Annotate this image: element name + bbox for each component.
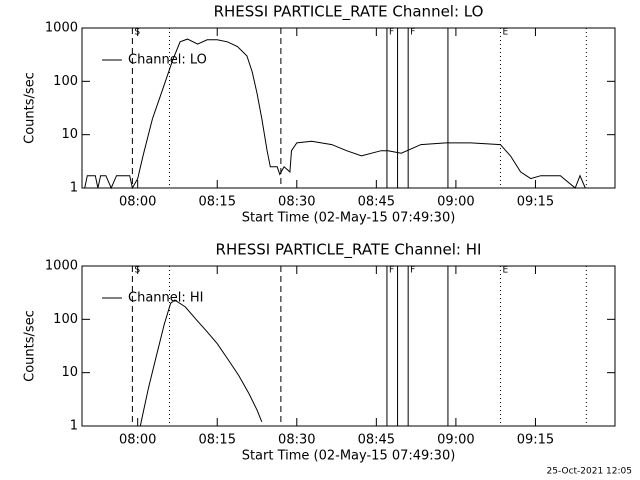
x-axis-label: Start Time (02-May-15 07:49:30): [242, 449, 456, 464]
y-tick-label: 1000: [45, 259, 78, 274]
x-tick-label: 08:00: [119, 433, 156, 448]
y-tick-label: 100: [53, 74, 78, 89]
legend-label: Channel: LO: [128, 53, 207, 68]
y-axis-label: Counts/sec: [23, 72, 38, 144]
y-axis-label: Counts/sec: [23, 310, 38, 382]
y-tick-label: 1: [70, 181, 78, 196]
chart-title: RHESSI PARTICLE_RATE Channel: HI: [216, 241, 482, 260]
y-tick-label: 10: [61, 365, 78, 380]
data-line: [84, 38, 586, 190]
y-tick-label: 1: [70, 419, 78, 434]
x-tick-label: 09:00: [437, 433, 474, 448]
chart-title: RHESSI PARTICLE_RATE Channel: LO: [214, 3, 484, 22]
data-line: [139, 299, 263, 427]
flag-label: E: [502, 28, 508, 38]
x-tick-label: 08:30: [278, 433, 315, 448]
x-tick-label: 09:15: [517, 195, 554, 210]
x-tick-label: 08:00: [119, 195, 156, 210]
flag-label: F: [410, 28, 415, 38]
x-tick-label: 09:00: [437, 195, 474, 210]
x-tick-label: 08:30: [278, 195, 315, 210]
x-tick-label: 08:15: [199, 195, 236, 210]
legend-label: Channel: HI: [128, 291, 204, 306]
x-tick-label: 09:15: [517, 433, 554, 448]
x-tick-label: 08:45: [358, 195, 395, 210]
footer: 25-Oct-2021 12:05: [547, 467, 632, 477]
y-tick-label: 10: [61, 127, 78, 142]
plot-frame: [81, 27, 616, 189]
plot-frame: [81, 265, 616, 427]
flag-label: S: [134, 266, 140, 276]
x-axis-label: Start Time (02-May-15 07:49:30): [242, 211, 456, 226]
x-tick-label: 08:15: [199, 433, 236, 448]
x-tick-label: 08:45: [358, 433, 395, 448]
flag-label: F: [410, 266, 415, 276]
flag-label: S: [134, 28, 140, 38]
y-tick-label: 100: [53, 312, 78, 327]
flag-label: F: [389, 28, 394, 38]
flag-label: E: [502, 266, 508, 276]
y-tick-label: 1000: [45, 21, 78, 36]
flag-label: F: [389, 266, 394, 276]
